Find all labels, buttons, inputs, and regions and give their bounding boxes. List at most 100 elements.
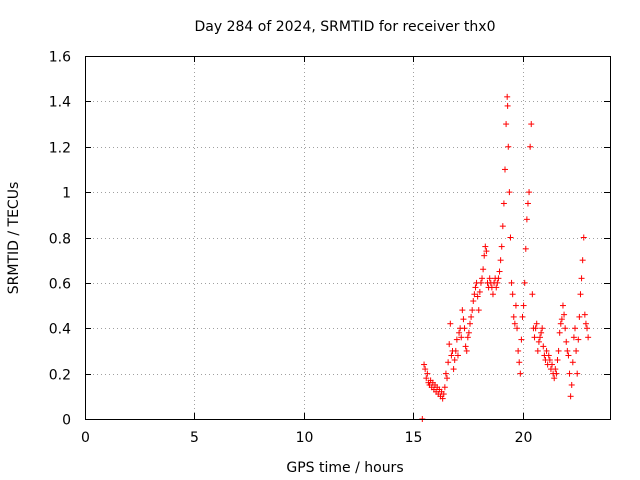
data-point [451,357,458,364]
data-point [584,325,591,332]
data-point [445,359,452,366]
data-point [462,343,469,350]
data-point [551,375,558,382]
data-point [448,352,455,359]
data-point [505,143,512,150]
data-point [502,166,508,173]
data-point [494,279,501,286]
data-point [456,329,463,336]
data-point [535,338,542,345]
data-point [543,347,550,354]
y-tick-label: 0.2 [49,368,71,384]
data-point [496,268,503,275]
data-point [552,366,559,373]
data-point [458,334,465,341]
data-point [441,384,448,391]
data-point [557,320,564,327]
data-point [464,334,471,341]
data-point [581,311,588,318]
data-point [534,347,541,354]
data-point [481,252,488,259]
data-point [475,307,482,314]
data-point [540,343,547,350]
data-point [446,341,453,348]
data-point [504,102,511,109]
x-tick-label: 0 [81,430,90,446]
data-point [500,200,507,207]
data-point [527,143,534,150]
y-tick-label: 0.8 [49,232,71,248]
data-point [521,279,528,286]
data-point [531,334,538,341]
data-point [439,395,446,402]
data-point [510,313,517,320]
data-point [568,381,575,388]
x-tick-label: 20 [515,430,533,446]
data-point [517,370,524,377]
data-point [442,370,449,377]
data-point [537,334,543,341]
data-point [499,223,506,230]
y-tick-labels: 0 0.2 0.4 0.6 0.8 1 1.2 1.4 1.6 [49,50,71,429]
data-point [440,391,447,398]
data-point [497,257,504,264]
y-tick-label: 1.6 [49,50,71,66]
data-point [573,347,580,354]
data-point [472,284,479,291]
data-point [514,325,521,332]
data-point [523,216,530,223]
data-point [512,302,519,309]
data-point [424,370,431,377]
data-point [567,393,574,400]
data-point [452,347,459,354]
data-point [468,313,475,320]
data-point [511,320,518,327]
data-point [489,291,496,298]
data-point [522,245,529,252]
data-point [556,329,563,336]
data-point [509,291,516,298]
data-point [474,293,481,300]
data-point [575,336,582,343]
data-point [564,347,571,354]
data-point [480,266,487,273]
data-point [585,334,592,341]
data-point [582,320,589,327]
y-tick-label: 1 [62,186,71,202]
data-point [450,366,457,373]
y-tick-label: 0.6 [49,277,71,293]
data-point [528,121,535,128]
data-point [477,279,484,286]
data-point [476,288,483,295]
data-point [546,357,553,364]
data-point [469,307,476,314]
x-axis-label: GPS time / hours [286,460,403,476]
data-point [479,275,486,282]
data-point [579,257,586,264]
data-points [419,93,592,422]
data-point [463,347,470,354]
data-point [578,275,585,282]
y-tick-label: 1.2 [49,141,71,157]
x-tick-label: 5 [190,430,199,446]
data-point [493,284,500,291]
data-point [495,275,502,282]
data-point [559,302,566,309]
plot-frame [85,56,611,420]
chart-title: Day 284 of 2024, SRMTID for receiver thx… [195,19,496,35]
data-point [577,291,584,298]
data-point [506,189,513,196]
y-tick-label: 0.4 [49,322,71,338]
data-point [526,189,533,196]
data-point [538,329,545,336]
y-axis-label: SRMTID / TECUs [6,182,22,295]
data-point [422,366,429,373]
data-point [519,313,526,320]
y-tick-label: 0 [62,413,71,429]
data-point [570,334,577,341]
data-point [504,93,511,100]
data-point [486,275,493,282]
data-point [459,307,466,314]
data-point [461,325,468,332]
